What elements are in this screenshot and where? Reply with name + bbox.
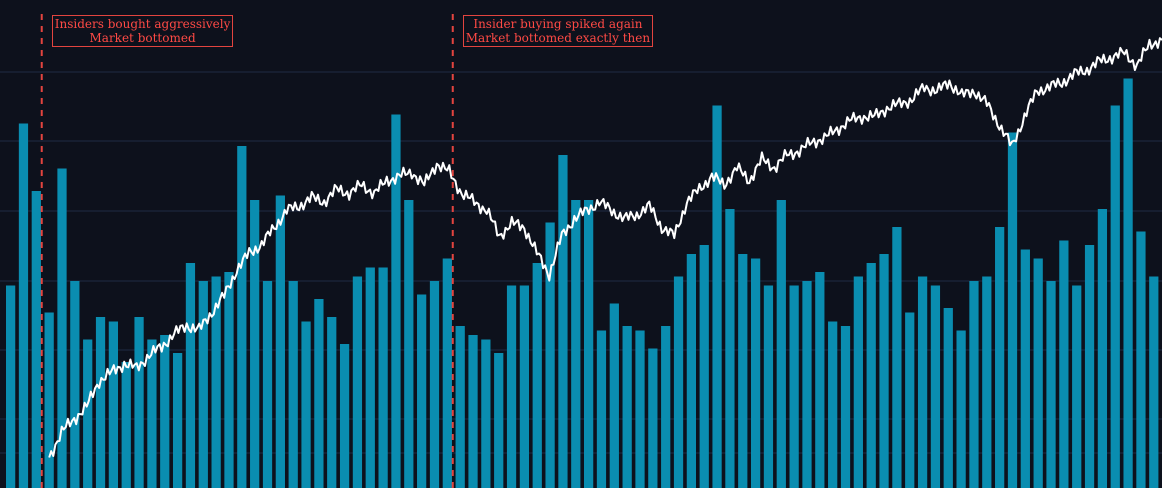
insider-buying-bar <box>6 285 16 488</box>
insider-buying-bar <box>750 258 761 488</box>
insider-buying-bar <box>738 254 748 488</box>
insider-buying-bar <box>250 200 260 488</box>
insider-buying-bar <box>776 200 786 488</box>
insider-buying-bar <box>648 348 658 488</box>
annotation-line: Insider buying spiked again <box>473 17 643 31</box>
insider-buying-bar <box>506 285 517 488</box>
insider-buying-bar <box>147 339 157 488</box>
insider-buying-bar <box>301 321 311 488</box>
insider-buying-bar <box>468 335 478 488</box>
insider-buying-bar <box>108 321 119 488</box>
insider-buying-bar <box>930 285 941 488</box>
insider-buying-bar <box>262 281 273 488</box>
insider-buying-bar <box>1007 132 1018 488</box>
insider-buying-bar <box>828 321 838 488</box>
insider-buying-bar <box>378 267 388 488</box>
insider-buying-bar <box>635 330 645 488</box>
insider-buying-bar <box>237 146 247 488</box>
insider-buying-bar <box>391 114 401 488</box>
insider-buying-bar <box>429 281 440 488</box>
insider-buying-bar <box>969 281 979 488</box>
insider-buying-bar <box>879 254 889 488</box>
insider-buying-bar <box>172 353 183 488</box>
insider-buying-bar <box>712 105 722 488</box>
insider-buying-bar <box>185 263 196 488</box>
insider-buying-bar <box>545 222 555 488</box>
insider-buying-bar <box>57 168 67 488</box>
insider-buying-bar <box>160 335 170 488</box>
insider-buying-bar <box>571 200 581 488</box>
annotation-line: Market bottomed exactly then <box>465 31 651 45</box>
insider-buying-bar <box>1046 281 1056 488</box>
annotation-line: Insiders bought aggressively <box>54 17 231 31</box>
insider-buying-bar <box>853 276 863 488</box>
market-index-line <box>48 37 1162 458</box>
insider-buying-bar <box>558 155 568 488</box>
insider-buying-bars <box>6 78 1159 488</box>
insider-buying-bar <box>519 285 530 488</box>
annotation-label: Insider buying spiked again Market botto… <box>462 15 654 47</box>
insider-buying-bar <box>31 191 41 488</box>
insider-buying-bar <box>1020 249 1030 488</box>
insider-buying-bar <box>83 339 93 488</box>
insider-buying-bar <box>1110 105 1120 488</box>
insider-buying-bar <box>224 272 234 488</box>
insider-buying-bar <box>70 281 80 488</box>
insider-buying-bar <box>596 330 607 488</box>
insider-buying-bar <box>892 227 902 488</box>
annotation-line: Market bottomed <box>89 31 196 45</box>
insider-buying-bar <box>1149 276 1159 488</box>
insider-buying-bar <box>1072 285 1082 488</box>
insider-buying-bar <box>917 276 928 488</box>
insider-buying-bar <box>789 285 799 488</box>
insider-buying-bar <box>1084 245 1095 488</box>
insider-buying-bar <box>609 303 619 488</box>
insider-buying-bar <box>275 195 285 488</box>
insider-buying-bar <box>95 317 106 488</box>
insider-buying-bar <box>327 317 337 488</box>
annotation-label: Insiders bought aggressively Market bott… <box>51 15 234 47</box>
insider-buying-bar <box>18 123 29 488</box>
insider-buying-bar <box>943 308 953 488</box>
insider-buying-bar <box>763 285 774 488</box>
insider-buying-bar <box>622 326 632 488</box>
insider-buying-bar <box>673 276 684 488</box>
insider-buying-bar <box>455 326 465 488</box>
insider-buying-bar <box>134 317 144 488</box>
insider-buying-bar <box>198 281 208 488</box>
insider-buying-bar <box>532 263 542 488</box>
insider-buying-bar <box>699 245 709 488</box>
insider-buying-bar <box>1059 240 1069 488</box>
insider-buying-bar <box>1097 209 1108 488</box>
insider-buying-bar <box>905 312 915 488</box>
insider-buying-bar <box>44 312 54 488</box>
insider-buying-bar <box>725 209 735 488</box>
insider-buying-bar <box>1033 258 1043 488</box>
insider-buying-bar <box>815 272 825 488</box>
insider-buying-bar <box>1123 78 1133 488</box>
insider-buying-bar <box>584 200 594 488</box>
insider-buying-bar <box>404 200 414 488</box>
insider-buying-bar <box>442 258 452 488</box>
insider-buying-bar <box>339 344 350 488</box>
insider-buying-bar <box>494 353 504 488</box>
insider-buying-bar <box>686 254 697 488</box>
insider-buying-bar <box>802 281 812 488</box>
insider-buying-bar <box>982 276 992 488</box>
insider-buying-bar <box>481 339 491 488</box>
insider-buying-bar <box>995 227 1005 488</box>
insider-buying-bar <box>121 362 131 488</box>
insider-buying-bar <box>365 267 375 488</box>
insider-buying-bar <box>352 276 363 488</box>
insider-buying-bar <box>288 281 298 488</box>
insider-buying-bar <box>211 276 221 488</box>
insider-buying-bar <box>840 326 851 488</box>
insider-buying-bar <box>661 326 671 488</box>
insider-buying-bar <box>314 299 324 488</box>
insider-buying-bar <box>866 263 876 488</box>
insider-buying-bar <box>417 294 427 488</box>
insider-buying-bar <box>1136 231 1146 488</box>
insider-buying-bar <box>956 330 966 488</box>
